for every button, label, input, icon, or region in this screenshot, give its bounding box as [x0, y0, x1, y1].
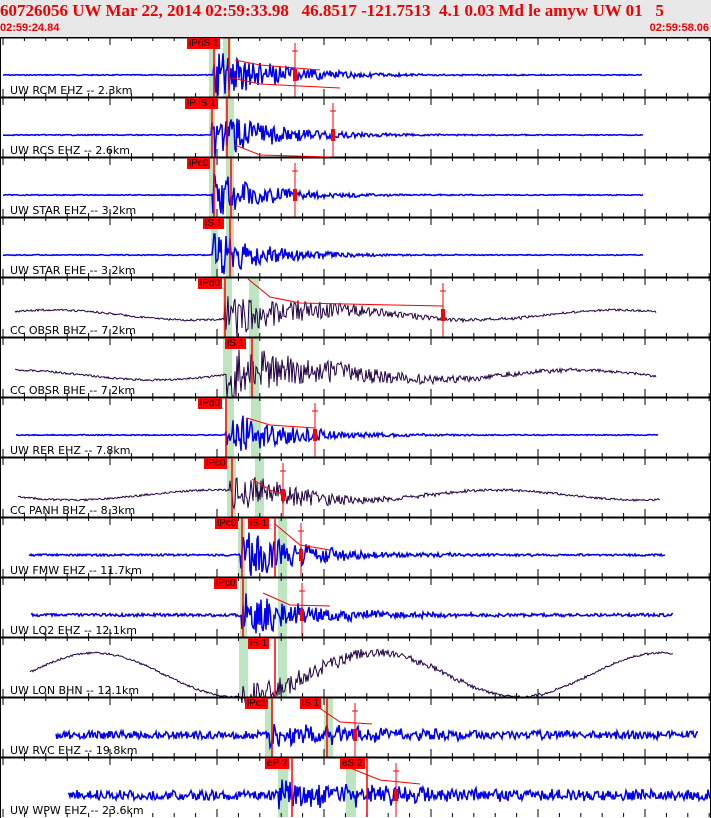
channel-label: UW FMW EHZ -- 11.7km [10, 564, 142, 577]
phase-pick-tag[interactable]: iP iS 1 [185, 98, 218, 109]
coda-marker-box [300, 609, 304, 621]
waveform-trace [2, 53, 643, 96]
pick-window [255, 458, 264, 517]
coda-fit-line [234, 144, 331, 158]
pick-window [251, 398, 261, 457]
coda-fit-line [246, 417, 316, 429]
waveform-trace [3, 173, 644, 215]
coda-marker-box [299, 549, 303, 561]
phase-pick-tag[interactable]: iPc0 [215, 518, 239, 529]
coda-marker-box [441, 309, 445, 321]
seismogram-plot[interactable]: UW RCM EHZ -- 2.3km iP(iS 1 UW RCS EHZ -- … [0, 37, 711, 818]
channel-label: UW RVC EHZ -- 19.8km [10, 744, 138, 757]
channel-label: UW LON BHN -- 12.1km [10, 684, 140, 697]
phase-pick-tag[interactable]: iS 1 [300, 698, 322, 709]
coda-marker-box [353, 729, 357, 741]
coda-fit-line [317, 706, 373, 725]
waveform-trace [14, 296, 657, 340]
waveform-canvas[interactable] [0, 37, 711, 818]
phase-pick-tag[interactable]: iS 1 [225, 338, 247, 349]
phase-pick-tag[interactable]: iPc0 [204, 458, 228, 469]
phase-pick-tag[interactable]: iPc1 [245, 698, 269, 709]
waveform-trace [15, 415, 659, 451]
coda-fit-line [349, 767, 421, 785]
channel-label: UW LQ2 EHZ -- 12.1km [10, 624, 137, 637]
coda-marker-box [293, 69, 297, 81]
waveform-trace [29, 648, 673, 704]
pick-window [209, 158, 216, 217]
phase-pick-tag[interactable]: iPd0 [198, 398, 223, 409]
pick-window [278, 638, 287, 697]
pick-window [226, 158, 234, 217]
event-header-title: 60726056 UW Mar 22, 2014 02:59:33.98 46.… [0, 1, 664, 20]
coda-marker-box [293, 189, 297, 201]
waveform-trace [30, 593, 674, 634]
phase-pick-tag[interactable]: iPc0 [187, 158, 211, 169]
pick-window [209, 38, 216, 97]
phase-pick-tag[interactable]: iP(iS 1 [187, 38, 221, 49]
coda-marker-box [394, 789, 398, 801]
channel-label: UW STAR EHZ -- 3.2km [10, 204, 137, 217]
coda-fit-line [231, 77, 341, 89]
start-time-label: 02:59:24.84 [0, 22, 60, 34]
coda-fit-line [234, 59, 321, 71]
pick-window [324, 698, 333, 757]
waveform-trace [14, 349, 657, 400]
waveform-trace [67, 779, 711, 810]
phase-pick-tag[interactable]: eS 2 [340, 758, 365, 769]
channel-label: UW RER EHZ -- 7.8km [10, 444, 131, 457]
waveform-trace [55, 722, 699, 751]
phase-pick-tag[interactable]: iS 1 [248, 638, 270, 649]
channel-label: CC OBSR BHE -- 7.2km [10, 384, 136, 397]
pick-window [225, 398, 234, 457]
pick-window [249, 338, 259, 397]
pick-window [239, 638, 248, 697]
pick-window [346, 758, 356, 817]
pick-window [265, 698, 273, 757]
waveform-trace [18, 476, 661, 511]
channel-label: CC PANH BHZ -- 8.3km [10, 504, 136, 517]
channel-label: UW WPW EHZ -- 23.6km [10, 804, 144, 817]
coda-fit-line [247, 278, 444, 307]
pick-window [223, 338, 232, 397]
coda-marker-box [281, 489, 285, 501]
phase-pick-tag[interactable]: iPc0 [214, 578, 238, 589]
coda-marker-box [331, 129, 335, 141]
phase-pick-tag[interactable]: iPd0 [198, 278, 223, 289]
coda-marker-box [313, 429, 317, 441]
channel-label: UW RCS EHZ -- 2.6km [10, 144, 130, 157]
waveform-trace [2, 233, 644, 275]
phase-pick-tag[interactable]: iS 1 [248, 518, 270, 529]
waveform-trace [2, 118, 644, 158]
waveform-trace [28, 532, 665, 576]
end-time-label: 02:59:58.06 [649, 22, 709, 34]
pick-window [249, 278, 259, 337]
coda-fit-line [251, 478, 284, 495]
phase-pick-tag[interactable]: iS 1 [203, 218, 225, 229]
coda-fit-line [262, 592, 331, 607]
phase-pick-tag[interactable]: eP 2 [265, 758, 290, 769]
channel-label: UW RCM EHZ -- 2.3km [10, 84, 133, 97]
pick-window [211, 218, 218, 277]
coda-fit-line [274, 523, 331, 551]
channel-label: CC OBSR BHZ -- 7.2km [10, 324, 136, 337]
channel-label: UW STAR EHE -- 3.2km [10, 264, 136, 277]
